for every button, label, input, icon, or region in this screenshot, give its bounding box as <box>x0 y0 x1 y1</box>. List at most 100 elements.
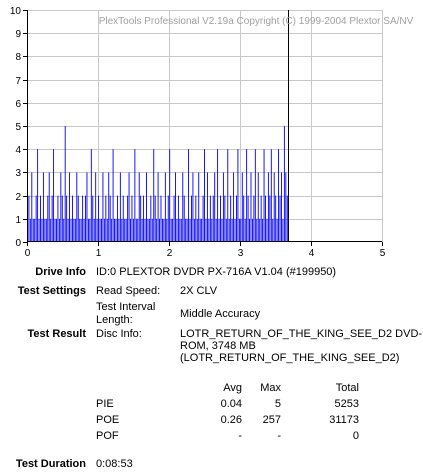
bar <box>135 218 137 242</box>
bar <box>98 195 100 242</box>
disc-info-line-3: (LOTR_RETURN_OF_THE_KING_SEE_D2) <box>180 352 400 364</box>
bar <box>206 172 208 242</box>
bar <box>224 195 226 242</box>
bar <box>179 218 181 242</box>
y-tick-label: 3 <box>15 168 21 179</box>
bar <box>281 172 282 242</box>
x-tick-label: 3 <box>238 248 244 259</box>
bar <box>256 218 258 242</box>
bar <box>238 218 240 242</box>
bar <box>157 172 159 242</box>
bar <box>164 172 166 242</box>
bar <box>185 218 187 242</box>
bar <box>211 218 213 242</box>
bar <box>128 172 130 242</box>
interval-value: Middle Accuracy <box>180 308 261 320</box>
row-poe-total: 31173 <box>329 414 359 426</box>
bar <box>169 149 171 242</box>
bar <box>172 218 174 242</box>
bar <box>70 218 72 242</box>
bar <box>144 218 146 242</box>
bar <box>259 218 261 242</box>
bar <box>109 195 111 242</box>
bar <box>260 195 262 242</box>
bar <box>214 172 216 242</box>
bar <box>173 195 175 242</box>
bar <box>92 195 94 242</box>
bar <box>244 218 246 242</box>
bar <box>236 195 237 242</box>
bar <box>246 149 248 242</box>
bar <box>154 195 156 242</box>
x-tick-label: 1 <box>96 248 102 259</box>
bar <box>86 172 88 242</box>
bar <box>227 149 229 242</box>
bar <box>283 126 285 242</box>
y-tick-label: 6 <box>15 99 21 110</box>
drive-info-label: Drive Info <box>35 266 86 278</box>
bar <box>51 195 53 242</box>
bar <box>119 172 121 242</box>
bar <box>48 172 50 242</box>
bar <box>32 218 34 242</box>
bar <box>186 218 188 242</box>
bar <box>60 172 62 242</box>
row-pof-max: - <box>277 430 281 442</box>
bar <box>250 172 252 242</box>
row-pie-total: 5253 <box>334 398 359 410</box>
row-pof-avg: - <box>238 430 242 442</box>
bar <box>193 218 195 242</box>
bar <box>240 218 242 242</box>
bar <box>231 218 233 242</box>
bar <box>208 218 210 242</box>
bar <box>266 218 268 242</box>
bar <box>195 195 197 242</box>
bar <box>57 195 59 242</box>
bar <box>276 218 278 242</box>
bar <box>151 218 153 242</box>
bar <box>189 218 191 242</box>
axes <box>27 10 382 242</box>
chart-title: PlexTools Professional V2.19a Copyright … <box>99 16 414 27</box>
bar <box>38 218 40 242</box>
bar <box>108 172 110 242</box>
bar <box>40 195 41 242</box>
bar <box>175 172 176 242</box>
bar <box>247 195 249 242</box>
bar <box>69 172 70 242</box>
bar <box>221 218 223 242</box>
x-tick-label: 4 <box>309 248 315 259</box>
bar <box>143 195 145 242</box>
bar <box>134 149 136 242</box>
bar <box>205 218 207 242</box>
disc-info-line-2: ROM, 3748 MB <box>180 340 256 352</box>
bar <box>111 218 113 242</box>
test-duration-value: 0:08:53 <box>96 458 133 470</box>
bar <box>265 195 266 242</box>
bar <box>99 218 101 242</box>
bar <box>37 149 39 242</box>
bar <box>286 195 288 242</box>
bar <box>237 149 239 242</box>
bar <box>243 195 245 242</box>
bar <box>115 218 117 242</box>
bar <box>66 195 68 242</box>
bar <box>254 149 256 242</box>
bar <box>176 218 178 242</box>
bar <box>167 195 169 242</box>
bar <box>50 218 52 242</box>
bar <box>278 149 280 242</box>
bar <box>85 195 86 242</box>
bar <box>140 195 142 242</box>
x-ticks: 0 1 2 3 4 5 <box>25 242 386 259</box>
bar <box>41 218 43 242</box>
x-tick-label: 0 <box>25 248 31 259</box>
y-tick-label: 8 <box>15 52 21 63</box>
bar <box>72 195 73 242</box>
bar <box>146 172 147 242</box>
bar <box>73 218 75 242</box>
bar <box>34 218 36 242</box>
bar <box>79 218 81 242</box>
bar <box>275 195 277 242</box>
bar <box>74 218 76 242</box>
